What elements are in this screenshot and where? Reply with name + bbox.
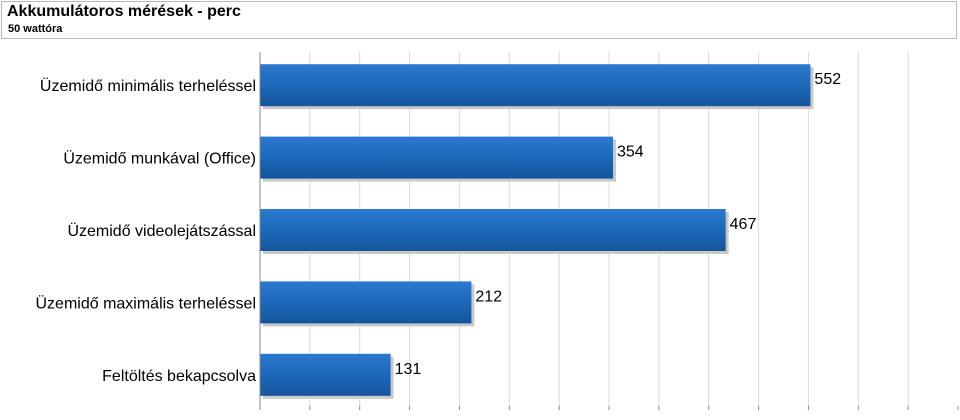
data-label: 212 <box>475 288 502 305</box>
chart-title: Akkumulátoros mérések - perc <box>7 3 241 20</box>
chart-subtitle: 50 wattóra <box>8 23 63 35</box>
category-label: Üzemidő videolejátszással <box>67 222 256 240</box>
data-label: 467 <box>730 216 757 233</box>
data-label: 131 <box>395 361 422 378</box>
bar <box>260 281 472 324</box>
bar <box>260 353 391 396</box>
data-label: 354 <box>617 144 644 161</box>
bar <box>260 209 726 251</box>
bar <box>260 64 811 107</box>
category-label: Üzemidő maximális terheléssel <box>35 294 256 312</box>
category-label: Üzemidő minimális terheléssel <box>40 77 256 95</box>
chart-header: Akkumulátoros mérések - perc 50 wattóra <box>1 1 957 39</box>
category-label: Feltöltés bekapcsolva <box>102 368 256 385</box>
labels: Üzemidő minimális terheléssel 552 Üzemidő … <box>35 71 841 385</box>
bars <box>260 64 814 399</box>
bar <box>260 136 613 179</box>
data-label: 552 <box>814 71 841 88</box>
category-label: Üzemidő munkával (Office) <box>63 150 256 168</box>
